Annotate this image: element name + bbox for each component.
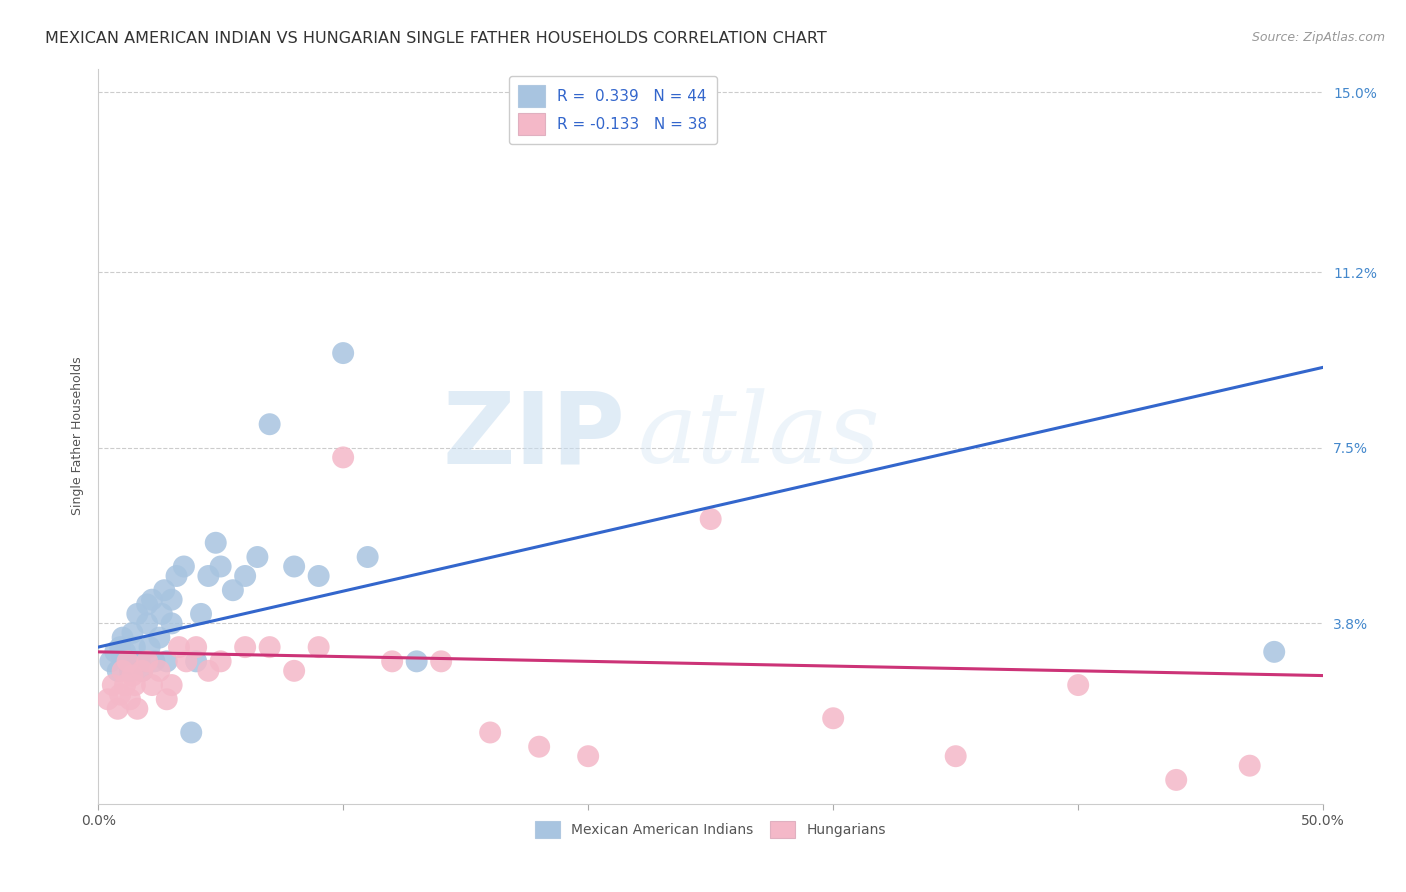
Point bbox=[197, 664, 219, 678]
Text: atlas: atlas bbox=[637, 388, 880, 483]
Point bbox=[204, 535, 226, 549]
Point bbox=[1067, 678, 1090, 692]
Point bbox=[308, 569, 330, 583]
Point bbox=[209, 559, 232, 574]
Point bbox=[356, 549, 378, 564]
Point bbox=[117, 654, 139, 668]
Point bbox=[111, 649, 134, 664]
Point bbox=[283, 559, 305, 574]
Point bbox=[136, 616, 159, 631]
Point bbox=[127, 607, 149, 621]
Point bbox=[156, 692, 179, 706]
Legend: Mexican American Indians, Hungarians: Mexican American Indians, Hungarians bbox=[529, 814, 893, 845]
Point bbox=[141, 592, 163, 607]
Point bbox=[100, 654, 122, 668]
Point bbox=[405, 654, 427, 668]
Point bbox=[131, 664, 153, 678]
Point bbox=[156, 654, 179, 668]
Point bbox=[246, 549, 269, 564]
Point bbox=[381, 654, 404, 668]
Point bbox=[124, 678, 146, 692]
Point bbox=[823, 711, 845, 725]
Point bbox=[148, 631, 170, 645]
Point bbox=[160, 616, 183, 631]
Point bbox=[108, 640, 131, 654]
Point bbox=[222, 583, 245, 598]
Point bbox=[118, 692, 141, 706]
Point bbox=[308, 640, 330, 654]
Text: Source: ZipAtlas.com: Source: ZipAtlas.com bbox=[1251, 31, 1385, 45]
Point bbox=[166, 569, 188, 583]
Point bbox=[699, 512, 721, 526]
Point bbox=[107, 702, 129, 716]
Y-axis label: Single Father Households: Single Father Households bbox=[72, 357, 84, 516]
Point bbox=[150, 607, 173, 621]
Point bbox=[479, 725, 502, 739]
Point bbox=[128, 654, 150, 668]
Point bbox=[101, 678, 124, 692]
Point bbox=[121, 668, 143, 682]
Point bbox=[576, 749, 599, 764]
Point bbox=[233, 569, 256, 583]
Point bbox=[153, 583, 176, 598]
Point bbox=[233, 640, 256, 654]
Point bbox=[136, 654, 159, 668]
Point bbox=[430, 654, 453, 668]
Point bbox=[117, 654, 139, 668]
Point bbox=[141, 678, 163, 692]
Text: MEXICAN AMERICAN INDIAN VS HUNGARIAN SINGLE FATHER HOUSEHOLDS CORRELATION CHART: MEXICAN AMERICAN INDIAN VS HUNGARIAN SIN… bbox=[45, 31, 827, 46]
Point bbox=[124, 654, 146, 668]
Point bbox=[143, 654, 166, 668]
Point bbox=[190, 607, 212, 621]
Point bbox=[111, 664, 134, 678]
Point bbox=[1166, 772, 1188, 787]
Point bbox=[114, 678, 136, 692]
Point bbox=[197, 569, 219, 583]
Point bbox=[97, 692, 120, 706]
Point bbox=[945, 749, 967, 764]
Point bbox=[332, 346, 354, 360]
Point bbox=[184, 640, 207, 654]
Point bbox=[167, 640, 190, 654]
Point bbox=[104, 645, 127, 659]
Point bbox=[283, 664, 305, 678]
Text: ZIP: ZIP bbox=[441, 387, 624, 484]
Point bbox=[127, 702, 149, 716]
Point bbox=[114, 645, 136, 659]
Point bbox=[136, 598, 159, 612]
Point bbox=[180, 725, 202, 739]
Point bbox=[107, 664, 129, 678]
Point bbox=[124, 640, 146, 654]
Point bbox=[108, 688, 131, 702]
Point bbox=[1239, 758, 1261, 772]
Point bbox=[138, 640, 160, 654]
Point bbox=[1263, 645, 1285, 659]
Point bbox=[259, 640, 281, 654]
Point bbox=[160, 592, 183, 607]
Point bbox=[184, 654, 207, 668]
Point bbox=[527, 739, 550, 754]
Point bbox=[111, 631, 134, 645]
Point bbox=[332, 450, 354, 465]
Point bbox=[173, 559, 195, 574]
Point bbox=[160, 678, 183, 692]
Point bbox=[259, 417, 281, 432]
Point bbox=[148, 664, 170, 678]
Point bbox=[121, 626, 143, 640]
Point bbox=[131, 664, 153, 678]
Point bbox=[176, 654, 198, 668]
Point bbox=[118, 664, 141, 678]
Point bbox=[209, 654, 232, 668]
